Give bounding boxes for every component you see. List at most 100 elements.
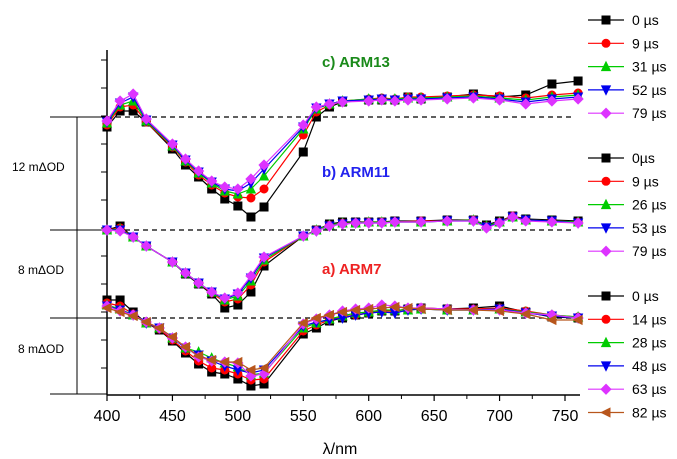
legend-marker <box>601 176 611 186</box>
data-point <box>376 217 388 229</box>
legend-marker <box>600 336 612 348</box>
legend-item: 82 µs <box>588 405 667 421</box>
data-point <box>233 201 243 211</box>
legend-marker <box>600 407 611 418</box>
data-point <box>467 92 480 104</box>
data-point <box>101 224 113 236</box>
data-point <box>573 76 583 86</box>
x-tick-label: 450 <box>159 408 186 425</box>
data-point <box>493 94 506 106</box>
legend-item: 26 µs <box>588 197 667 213</box>
data-point <box>572 314 583 326</box>
data-point <box>415 303 426 315</box>
legend-label: 48 µs <box>632 358 667 374</box>
data-point <box>206 286 218 298</box>
legend-label: 26 µs <box>632 197 667 213</box>
legend-marker <box>600 361 612 372</box>
legend-label: 0µs <box>632 150 655 166</box>
data-point <box>350 217 362 229</box>
data-point <box>547 79 557 89</box>
x-tick-label: 750 <box>552 408 579 425</box>
legend-item: 0 µs <box>588 288 659 304</box>
data-point <box>572 93 584 105</box>
legend-label: 82 µs <box>632 405 667 421</box>
data-point <box>258 251 270 263</box>
data-point <box>389 301 400 313</box>
legend-marker <box>601 314 611 324</box>
data-point <box>101 302 112 314</box>
x-tick-label: 500 <box>225 408 252 425</box>
legend-label: 53 µs <box>632 220 667 236</box>
data-point <box>219 181 231 193</box>
legend-marker <box>600 198 612 210</box>
legend-item: 31 µs <box>588 59 667 75</box>
data-point <box>179 153 192 165</box>
data-point <box>493 217 506 229</box>
data-point <box>546 216 558 228</box>
legend-item: 52 µs <box>588 82 667 98</box>
data-point <box>520 98 532 110</box>
data-point <box>114 95 126 107</box>
data-point <box>231 356 243 368</box>
data-point <box>520 215 532 227</box>
legend-label: 31 µs <box>632 59 667 75</box>
legend-item: 9 µs <box>588 173 659 189</box>
data-point <box>467 215 480 227</box>
data-point <box>127 310 138 322</box>
legend-item: 79 µs <box>588 105 667 121</box>
legend-label: 14 µs <box>632 311 667 327</box>
data-point <box>232 183 244 195</box>
x-tick-label: 650 <box>421 408 448 425</box>
legend-label: 0 µs <box>632 12 659 28</box>
panel-label-a: a) ARM7 <box>322 261 381 278</box>
data-point <box>363 217 375 229</box>
data-point <box>140 240 152 252</box>
data-point <box>375 302 387 314</box>
legend-item: 0 µs <box>588 12 659 28</box>
scale-label-2: 8 mΔOD <box>18 263 64 277</box>
legend-marker <box>600 245 612 257</box>
data-point <box>323 98 336 110</box>
data-point <box>259 202 269 212</box>
legend-label: 79 µs <box>632 105 667 121</box>
data-point <box>415 94 427 106</box>
data-point <box>467 304 478 316</box>
data-point <box>245 173 257 185</box>
y-axis-minor-ticks <box>101 59 107 369</box>
legend-label: 28 µs <box>632 335 667 351</box>
legend-label: 9 µs <box>632 35 659 51</box>
data-point <box>310 312 321 324</box>
x-tick-label: 700 <box>486 408 513 425</box>
data-point <box>192 350 204 362</box>
legend-item: 79 µs <box>588 243 667 259</box>
legend-item: 0µs <box>588 150 655 166</box>
data-point <box>179 341 191 353</box>
data-point <box>245 270 257 282</box>
data-point <box>389 95 401 107</box>
data-point <box>140 316 151 328</box>
data-point <box>258 362 269 374</box>
data-point <box>310 101 322 113</box>
data-point <box>166 331 177 343</box>
data-point <box>297 119 309 131</box>
data-point <box>206 175 218 187</box>
legend-marker <box>600 383 612 395</box>
data-point <box>402 94 414 106</box>
panel-label-c: c) ARM13 <box>322 54 390 71</box>
data-point <box>297 317 308 329</box>
series-1-4 <box>101 211 584 304</box>
legend-label: 9 µs <box>632 173 659 189</box>
data-point <box>310 225 322 237</box>
legend-item: 9 µs <box>588 35 659 51</box>
data-point <box>297 230 309 242</box>
legend-marker <box>600 60 612 72</box>
scale-label-3: 8 mΔOD <box>18 342 64 356</box>
data-point <box>166 256 179 268</box>
legend-item: 63 µs <box>588 381 667 397</box>
baselines <box>107 116 572 319</box>
legends: 0 µs 9 µs 31 µs 52 µs 79 µs 0µs 9 µs 26 µs 53 µs… <box>588 12 667 421</box>
data-point <box>480 222 493 234</box>
legend-marker <box>600 85 612 96</box>
data-point <box>546 95 558 107</box>
x-tick-label: 600 <box>355 408 382 425</box>
